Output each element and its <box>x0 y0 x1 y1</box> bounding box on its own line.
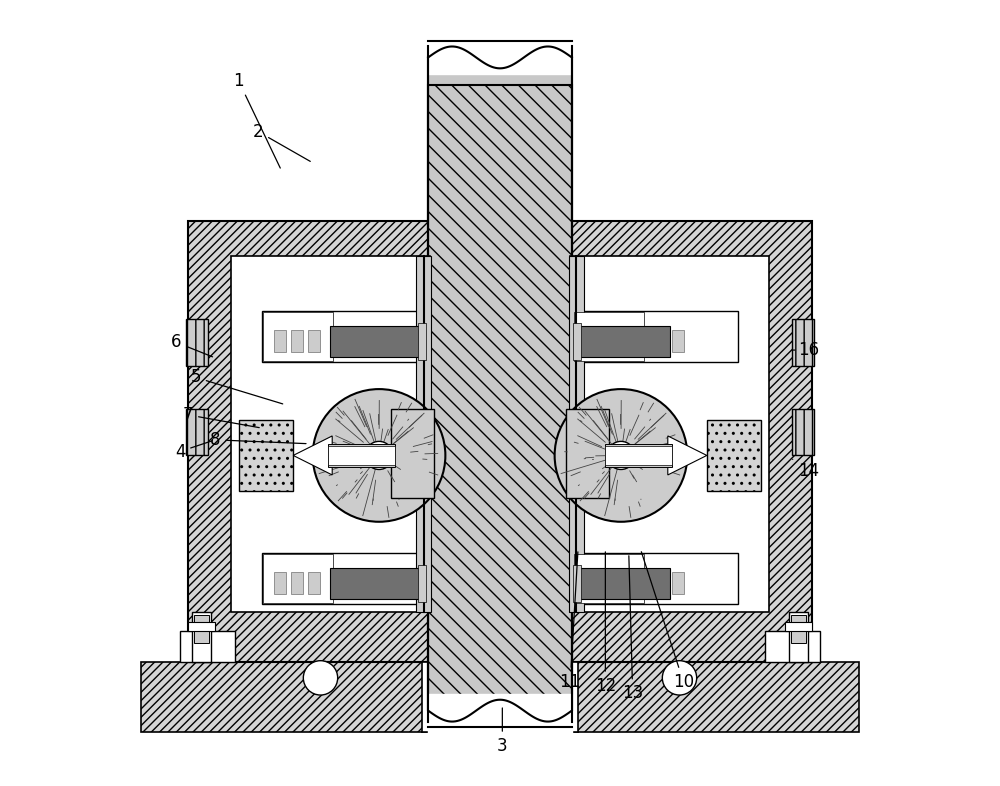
Bar <box>569 256 584 612</box>
Text: 11: 11 <box>560 552 581 691</box>
Bar <box>418 323 426 360</box>
Bar <box>328 446 395 465</box>
Bar <box>274 330 286 351</box>
Bar <box>576 326 670 357</box>
Polygon shape <box>293 436 332 475</box>
Text: 3: 3 <box>497 708 508 755</box>
Bar <box>418 564 426 602</box>
Text: 4: 4 <box>175 441 213 461</box>
Text: 16: 16 <box>793 341 819 359</box>
Text: 7: 7 <box>183 406 259 428</box>
Bar <box>566 409 609 498</box>
Text: 5: 5 <box>190 369 283 404</box>
Polygon shape <box>668 436 707 475</box>
Bar <box>186 409 208 455</box>
Bar <box>765 631 820 663</box>
Bar <box>330 567 424 599</box>
Circle shape <box>555 389 687 522</box>
Bar <box>792 409 814 455</box>
Bar <box>672 330 684 351</box>
Bar <box>574 312 644 361</box>
Bar <box>263 554 333 603</box>
Bar <box>792 319 814 365</box>
Circle shape <box>662 661 697 695</box>
Circle shape <box>313 389 445 522</box>
Bar <box>291 330 303 351</box>
Bar <box>785 622 812 631</box>
Bar <box>637 330 650 351</box>
Bar <box>527 222 812 663</box>
Circle shape <box>303 661 338 695</box>
Bar <box>655 571 667 593</box>
Bar <box>274 571 286 593</box>
Bar <box>308 571 320 593</box>
Bar <box>707 421 761 490</box>
Text: 8: 8 <box>210 431 306 449</box>
Circle shape <box>607 442 635 469</box>
Bar <box>428 85 572 709</box>
Bar <box>141 663 859 733</box>
Bar <box>188 222 473 663</box>
Bar <box>789 612 808 663</box>
Bar <box>239 421 293 490</box>
Bar <box>391 409 434 498</box>
Bar <box>605 446 672 465</box>
Text: 12: 12 <box>595 552 616 695</box>
Bar <box>574 554 644 603</box>
Bar <box>791 615 806 643</box>
Bar <box>231 256 430 612</box>
Bar <box>180 631 235 663</box>
Bar <box>330 326 424 357</box>
Bar <box>262 311 426 362</box>
Bar <box>428 53 572 740</box>
Bar <box>291 571 303 593</box>
Bar <box>186 319 208 365</box>
Bar <box>637 571 650 593</box>
Bar <box>605 444 672 467</box>
Bar <box>422 663 578 733</box>
Bar <box>308 330 320 351</box>
Bar <box>192 612 211 663</box>
Bar <box>263 312 333 361</box>
Bar <box>573 323 581 360</box>
Bar <box>573 564 581 602</box>
Bar <box>416 256 431 612</box>
Bar <box>194 615 209 643</box>
Text: 1: 1 <box>233 72 280 168</box>
Bar <box>328 444 395 467</box>
Text: 2: 2 <box>253 123 310 161</box>
Bar <box>574 553 738 604</box>
Bar <box>655 330 667 351</box>
Bar <box>576 567 670 599</box>
Circle shape <box>365 442 393 469</box>
Bar <box>574 311 738 362</box>
Bar <box>262 553 426 604</box>
Text: 10: 10 <box>641 552 694 691</box>
Text: 6: 6 <box>171 333 213 357</box>
Text: 13: 13 <box>622 556 643 703</box>
Text: 14: 14 <box>793 459 819 480</box>
Bar <box>672 571 684 593</box>
Bar <box>570 256 769 612</box>
Bar <box>188 622 215 631</box>
